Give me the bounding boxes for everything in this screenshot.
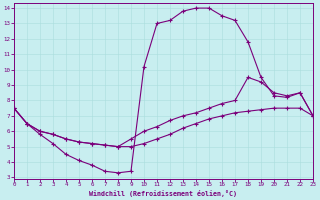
X-axis label: Windchill (Refroidissement éolien,°C): Windchill (Refroidissement éolien,°C): [90, 190, 237, 197]
